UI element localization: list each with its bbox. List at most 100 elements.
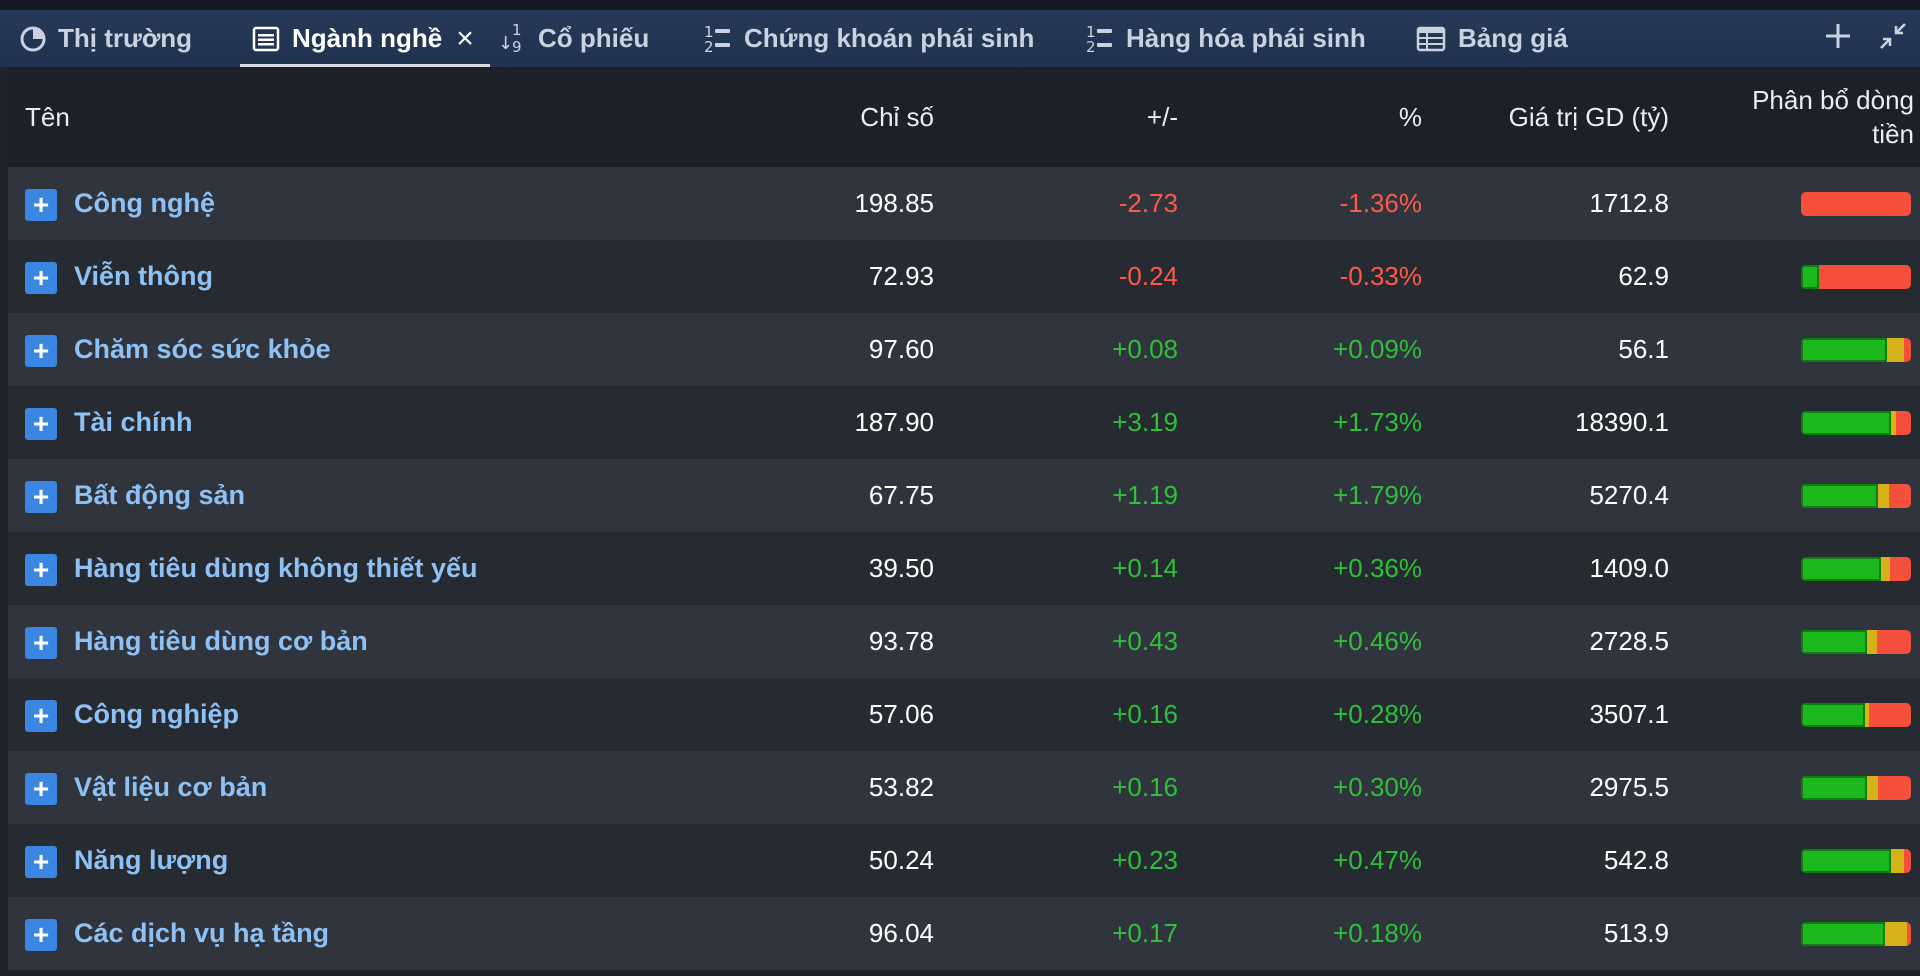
change-value: +0.43	[1112, 626, 1178, 656]
money-flow-bar	[1801, 338, 1911, 362]
sort-bottom-digit: 9	[512, 37, 522, 56]
flow-flat-segment	[1891, 849, 1905, 873]
list-digit-two: 2	[1086, 37, 1096, 56]
flow-up-segment	[1801, 557, 1882, 581]
money-flow-bar	[1801, 630, 1911, 654]
plus-icon	[1824, 22, 1852, 55]
percent-value: +1.79%	[1333, 480, 1422, 510]
percent-value: +0.47%	[1333, 845, 1422, 875]
index-value: 96.04	[868, 918, 934, 948]
tab-chung-khoan-phai-sinh[interactable]: 1 2 Chứng khoán phái sinh	[702, 10, 1034, 67]
expand-button[interactable]: +	[25, 262, 57, 294]
flow-down-segment	[1876, 630, 1911, 654]
header-change[interactable]: +/-	[1146, 101, 1178, 132]
change-value: +3.19	[1112, 407, 1178, 437]
industry-name[interactable]: Hàng tiêu dùng không thiết yếu	[74, 553, 478, 583]
header-index[interactable]: Chỉ số	[860, 101, 934, 132]
expand-button[interactable]: +	[25, 700, 57, 732]
industry-name[interactable]: Năng lượng	[74, 845, 229, 875]
flow-up-segment	[1801, 630, 1867, 654]
expand-button[interactable]: +	[25, 481, 57, 513]
numbered-list-icon: 1 2	[702, 22, 732, 56]
header-value[interactable]: Giá trị GD (tỷ)	[1508, 101, 1669, 132]
industry-name[interactable]: Bất động sản	[74, 480, 246, 510]
header-flow[interactable]: Phân bổ dòng tiền	[1752, 67, 1914, 167]
table-row[interactable]: + Công nghiệp 57.06 +0.16 +0.28% 3507.1	[8, 678, 1920, 751]
table-row[interactable]: + Hàng tiêu dùng cơ bản 93.78 +0.43 +0.46% 27…	[8, 605, 1920, 678]
flow-flat-segment	[1864, 703, 1870, 727]
expand-button[interactable]: +	[25, 846, 57, 878]
pie-chart-icon	[20, 26, 46, 52]
flow-up-segment	[1801, 703, 1865, 727]
tab-thi-truong[interactable]: Thị trường	[20, 10, 192, 67]
tab-bar: Thị trường Ngành nghề × ↓ 1 9	[0, 0, 1920, 67]
tab-nganh-nghe[interactable]: Ngành nghề ×	[240, 10, 490, 67]
change-value: +0.17	[1112, 918, 1178, 948]
expand-button[interactable]: +	[25, 189, 57, 221]
table-row[interactable]: + Hàng tiêu dùng không thiết yếu 39.50 +0.1…	[8, 532, 1920, 605]
change-value: +0.23	[1112, 845, 1178, 875]
tab-label: Cổ phiếu	[538, 23, 650, 53]
trade-value: 1409.0	[1589, 553, 1669, 583]
table-row[interactable]: + Tài chính 187.90 +3.19 +1.73% 18390.1	[8, 386, 1920, 459]
table-row[interactable]: + Viễn thông 72.93 -0.24 -0.33% 62.9	[8, 240, 1920, 313]
close-icon[interactable]: ×	[456, 21, 474, 55]
expand-button[interactable]: +	[25, 554, 57, 586]
percent-value: +0.28%	[1333, 699, 1422, 729]
table-row[interactable]: + Bất động sản 67.75 +1.19 +1.79% 5270.4	[8, 459, 1920, 532]
trade-value: 5270.4	[1589, 480, 1669, 510]
table-row[interactable]: + Vật liệu cơ bản 53.82 +0.16 +0.30% 2975.5	[8, 751, 1920, 824]
flow-down-segment	[1895, 411, 1911, 435]
change-value: +0.08	[1112, 334, 1178, 364]
expand-button[interactable]: +	[25, 919, 57, 951]
list-digit-one: 1	[704, 22, 714, 41]
tab-label: Chứng khoán phái sinh	[744, 23, 1035, 53]
table-row[interactable]: + Năng lượng 50.24 +0.23 +0.47% 542.8	[8, 824, 1920, 897]
sort-top-digit: 1	[512, 20, 522, 39]
industry-name[interactable]: Các dịch vụ hạ tầng	[74, 918, 330, 948]
tab-label: Bảng giá	[1458, 23, 1568, 53]
expand-button[interactable]: +	[25, 335, 57, 367]
flow-down-segment	[1889, 484, 1911, 508]
trade-value: 1712.8	[1589, 188, 1669, 218]
flow-down-segment	[1906, 922, 1911, 946]
industry-name[interactable]: Vật liệu cơ bản	[74, 772, 268, 802]
change-value: +0.14	[1112, 553, 1178, 583]
header-percent[interactable]: %	[1398, 101, 1422, 132]
tab-bang-gia[interactable]: Bảng giá	[1416, 10, 1568, 67]
table-icon	[1416, 26, 1446, 52]
industry-name[interactable]: Hàng tiêu dùng cơ bản	[74, 626, 368, 656]
expand-button[interactable]: +	[25, 773, 57, 805]
trade-value: 3507.1	[1589, 699, 1669, 729]
table-row[interactable]: + Chăm sóc sức khỏe 97.60 +0.08 +0.09% 56.1	[8, 313, 1920, 386]
money-flow-bar	[1801, 265, 1911, 289]
flow-flat-segment	[1867, 776, 1878, 800]
expand-button[interactable]: +	[25, 408, 57, 440]
add-tab-button[interactable]	[1824, 10, 1852, 67]
percent-value: -1.36%	[1339, 188, 1422, 218]
flow-flat-segment	[1881, 557, 1891, 581]
flow-down-segment	[1801, 192, 1911, 216]
flow-down-segment	[1869, 703, 1911, 727]
tab-co-phieu[interactable]: ↓ 1 9 Cổ phiếu	[498, 10, 649, 67]
industry-name[interactable]: Viễn thông	[74, 261, 213, 291]
tab-hang-hoa-phai-sinh[interactable]: 1 2 Hàng hóa phái sinh	[1084, 10, 1366, 67]
flow-flat-segment	[1878, 484, 1889, 508]
industry-name[interactable]: Công nghệ	[74, 188, 215, 218]
change-value: +0.16	[1112, 699, 1178, 729]
tab-label: Ngành nghề	[292, 23, 443, 53]
flow-up-segment	[1801, 922, 1885, 946]
index-value: 72.93	[868, 261, 934, 291]
header-name[interactable]: Tên	[25, 101, 70, 132]
flow-down-segment	[1818, 265, 1911, 289]
expand-button[interactable]: +	[25, 627, 57, 659]
table-row[interactable]: + Các dịch vụ hạ tầng 96.04 +0.17 +0.18% 513.…	[8, 897, 1920, 970]
table-row[interactable]: + Công nghệ 198.85 -2.73 -1.36% 1712.8	[8, 167, 1920, 240]
index-value: 67.75	[868, 480, 934, 510]
industry-name[interactable]: Công nghiệp	[74, 699, 239, 729]
industry-name[interactable]: Tài chính	[74, 407, 193, 437]
flow-down-segment	[1878, 776, 1911, 800]
collapse-button[interactable]	[1878, 10, 1908, 67]
industry-name[interactable]: Chăm sóc sức khỏe	[74, 334, 331, 364]
index-value: 50.24	[868, 845, 934, 875]
